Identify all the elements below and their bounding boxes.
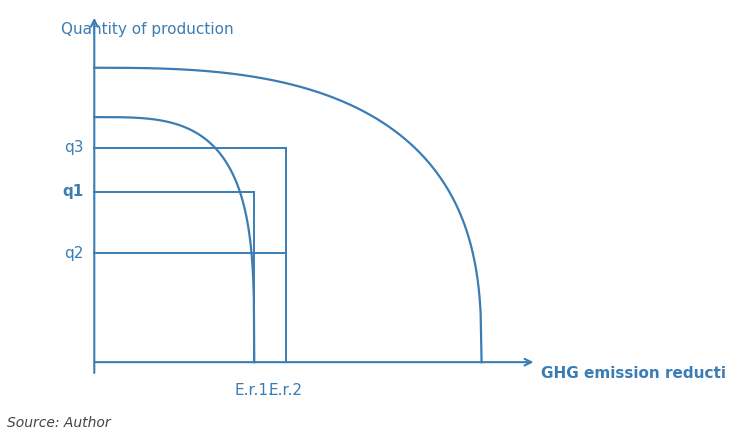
- Text: E.r.2: E.r.2: [269, 383, 303, 398]
- Text: q2: q2: [65, 246, 84, 261]
- Text: Quantity of production: Quantity of production: [61, 22, 233, 37]
- Text: E.r.1.: E.r.1.: [234, 383, 274, 398]
- Text: q1: q1: [62, 184, 84, 200]
- Text: q3: q3: [65, 140, 84, 155]
- Text: GHG emission reducti: GHG emission reducti: [541, 365, 726, 381]
- Text: Source: Author: Source: Author: [7, 416, 111, 430]
